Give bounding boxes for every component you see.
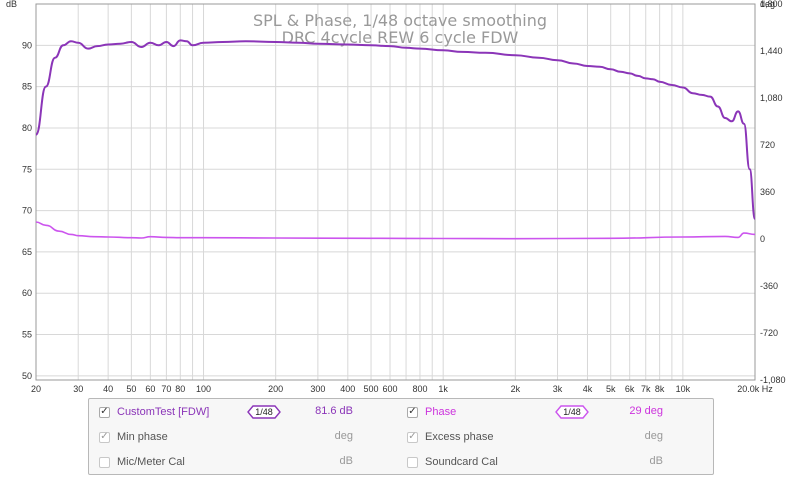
x-tick-label: 8k [655, 384, 665, 394]
y-left-tick-label: 75 [22, 164, 32, 174]
x-tick-label: 10k [676, 384, 691, 394]
spl-checkbox[interactable]: ✓ [99, 406, 110, 418]
x-tick-label: 7k [641, 384, 651, 394]
y-right-tick-label: -360 [760, 281, 778, 291]
phase-smoothing-value: 1/48 [563, 407, 581, 417]
y-right-tick-label: 1,800 [760, 0, 783, 9]
mic-cal-value: dB [339, 455, 353, 467]
x-tick-label: 300 [310, 384, 325, 394]
x-tick-label: 1k [438, 384, 448, 394]
x-tick-label: 200 [268, 384, 283, 394]
legend-mic-cal-item[interactable]: Mic/Meter Cal [99, 453, 185, 471]
legend-spl-item[interactable]: ✓ CustomTest [FDW] [99, 403, 209, 421]
min-phase-checkbox[interactable]: ✓ [99, 431, 110, 443]
soundcard-cal-value: dB [649, 455, 663, 467]
y-left-tick-label: 85 [22, 82, 32, 92]
phase-label: Phase [425, 406, 457, 418]
x-tick-label: 80 [175, 384, 185, 394]
spl-value: 81.6 dB [315, 405, 353, 417]
phase-series-line [35, 221, 756, 240]
legend-excess-phase-item[interactable]: ✓ Excess phase [407, 428, 493, 446]
y-left-tick-label: 50 [22, 371, 32, 381]
grid [35, 4, 756, 380]
y-right-tick-label: 360 [760, 187, 775, 197]
series-layer [35, 39, 756, 240]
y-left-tick-label: 70 [22, 206, 32, 216]
min-phase-label: Min phase [117, 431, 168, 443]
x-tick-label: 600 [383, 384, 398, 394]
x-tick-label: 20 [31, 384, 41, 394]
x-tick-label: 5k [606, 384, 616, 394]
smoothing-bracket-icon [247, 405, 281, 419]
spl-smoothing-button[interactable]: 1/48 [247, 404, 281, 420]
legend-phase-item[interactable]: ✓ Phase [407, 403, 456, 421]
y-right-tick-label: 1,080 [760, 93, 783, 103]
spl-smoothing-value: 1/48 [255, 407, 273, 417]
y-left-tick-label: 90 [22, 40, 32, 50]
phase-checkbox[interactable]: ✓ [407, 406, 418, 418]
x-ticks: 20 30 40 50 60 70 80 100 200 300 400 500 600 800 1k 2k 3… [31, 384, 773, 394]
y-right-tick-label: 1,440 [760, 46, 783, 56]
legend-panel: ✓ CustomTest [FDW] 1/48 81.6 dB ✓ Phase … [88, 398, 714, 475]
chart-subtitle: DRC 4cycle REW 6 cycle FDW [282, 28, 519, 47]
legend-soundcard-cal-item[interactable]: Soundcard Cal [407, 453, 498, 471]
x-tick-label: 60 [145, 384, 155, 394]
phase-value: 29 deg [629, 405, 663, 417]
soundcard-cal-checkbox[interactable] [407, 456, 418, 468]
spl-series-line [35, 39, 756, 220]
chart-title: SPL & Phase, 1/48 octave smoothing [253, 11, 547, 30]
spl-label: CustomTest [FDW] [117, 406, 210, 418]
x-tick-label: 30 [73, 384, 83, 394]
x-tick-label: 400 [340, 384, 355, 394]
legend-min-phase-item[interactable]: ✓ Min phase [99, 428, 168, 446]
excess-phase-checkbox[interactable]: ✓ [407, 431, 418, 443]
x-tick-label: 500 [364, 384, 379, 394]
y-right-tick-label: -720 [760, 328, 778, 338]
plot-frame [35, 3, 756, 381]
mic-cal-checkbox[interactable] [99, 456, 110, 468]
x-tick-label: 20.0k Hz [737, 384, 773, 394]
x-tick-label: 2k [511, 384, 521, 394]
smoothing-bracket-icon [555, 405, 589, 419]
y-right-tick-label: 720 [760, 140, 775, 150]
y-right-ticks: -1,080 -720 -360 0 360 720 1,080 1,440 1,800 [760, 0, 786, 385]
excess-phase-label: Excess phase [425, 431, 494, 443]
x-tick-label: 70 [161, 384, 171, 394]
y-left-tick-label: 80 [22, 123, 32, 133]
y-left-tick-label: 55 [22, 330, 32, 340]
x-tick-label: 800 [412, 384, 427, 394]
chart: dB deg SPL & Phase, 1/48 octave smoothin… [6, 0, 786, 394]
x-tick-label: 4k [583, 384, 593, 394]
y-right-tick-label: -1,080 [760, 375, 786, 385]
x-tick-label: 40 [103, 384, 113, 394]
x-tick-label: 50 [126, 384, 136, 394]
x-tick-label: 3k [553, 384, 563, 394]
y-left-tick-label: 65 [22, 247, 32, 257]
soundcard-cal-label: Soundcard Cal [425, 456, 498, 468]
y-left-ticks: 50 55 60 65 70 75 80 85 90 [22, 40, 32, 381]
min-phase-value: deg [334, 430, 353, 442]
x-tick-label: 6k [625, 384, 635, 394]
y-right-tick-label: 0 [760, 234, 765, 244]
mic-cal-label: Mic/Meter Cal [117, 456, 185, 468]
y-left-tick-label: 60 [22, 288, 32, 298]
y-left-unit: dB [6, 0, 17, 9]
x-tick-label: 100 [196, 384, 211, 394]
phase-smoothing-button[interactable]: 1/48 [555, 404, 589, 420]
y-right-unit: deg [760, 0, 775, 9]
excess-phase-value: deg [644, 430, 663, 442]
